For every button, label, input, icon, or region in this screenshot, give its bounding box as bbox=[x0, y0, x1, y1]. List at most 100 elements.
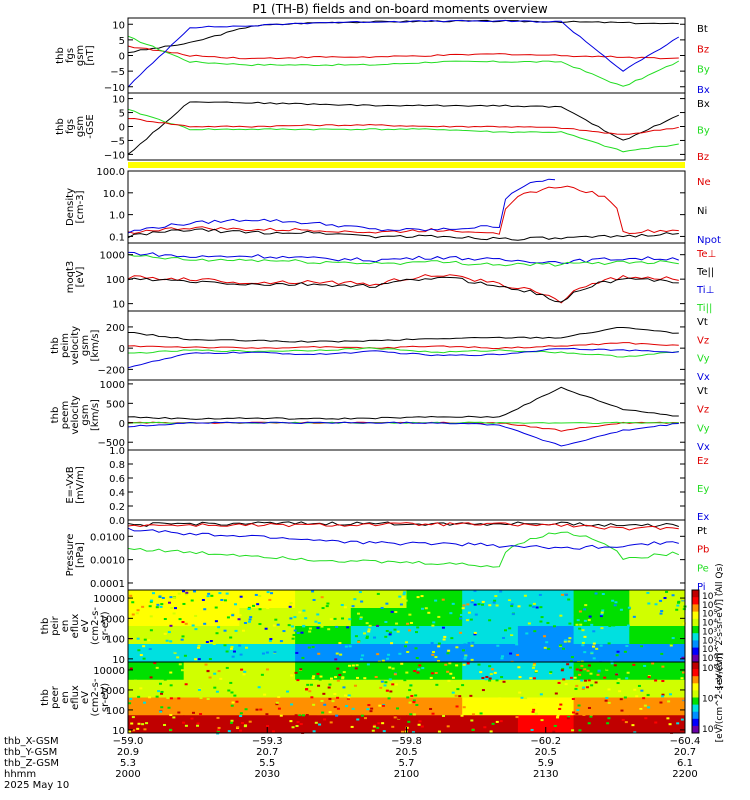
heatmap-speckle bbox=[157, 690, 161, 693]
heatmap-speckle bbox=[184, 593, 188, 596]
heatmap-cell bbox=[295, 679, 352, 698]
heatmap-speckle bbox=[289, 617, 293, 620]
heatmap-speckle bbox=[329, 618, 333, 621]
heatmap-speckle bbox=[485, 675, 489, 678]
heatmap-speckle bbox=[380, 606, 384, 609]
heatmap-speckle bbox=[573, 676, 577, 679]
heatmap-speckle bbox=[502, 680, 506, 683]
heatmap-speckle bbox=[682, 671, 686, 674]
heatmap-speckle bbox=[474, 613, 478, 616]
colorbar-tick-label: 10⁰ bbox=[702, 654, 717, 664]
y-axis-label: (cm2-s- bbox=[90, 678, 101, 716]
heatmap-speckle bbox=[462, 663, 466, 666]
colorbar-swatch bbox=[692, 662, 699, 670]
heatmap-speckle bbox=[139, 654, 143, 657]
heatmap-speckle bbox=[471, 713, 475, 716]
heatmap-speckle bbox=[647, 676, 651, 679]
heatmap-speckle bbox=[468, 594, 472, 597]
heatmap-speckle bbox=[532, 602, 536, 605]
heatmap-speckle bbox=[543, 663, 547, 666]
heatmap-speckle bbox=[539, 693, 543, 696]
y-axis-label: gsm bbox=[75, 45, 86, 66]
heatmap-speckle bbox=[515, 598, 519, 601]
heatmap-speckle bbox=[136, 727, 140, 730]
heatmap-cell bbox=[183, 662, 240, 681]
heatmap-speckle bbox=[681, 656, 685, 659]
heatmap-speckle bbox=[279, 714, 283, 717]
heatmap-speckle bbox=[365, 636, 369, 639]
heatmap-speckle bbox=[667, 700, 671, 703]
heatmap-speckle bbox=[176, 656, 180, 659]
heatmap-speckle bbox=[520, 696, 524, 699]
heatmap-speckle bbox=[289, 660, 293, 663]
heatmap-speckle bbox=[214, 606, 218, 609]
heatmap-speckle bbox=[312, 598, 316, 601]
heatmap-speckle bbox=[669, 644, 673, 647]
heatmap-speckle bbox=[260, 673, 264, 676]
heatmap-speckle bbox=[659, 701, 663, 704]
heatmap-speckle bbox=[632, 615, 636, 618]
heatmap-speckle bbox=[642, 697, 646, 700]
series-line-Te⊥ bbox=[127, 274, 679, 304]
heatmap-speckle bbox=[638, 709, 642, 712]
heatmap-speckle bbox=[344, 705, 348, 708]
x-row-value: −59.8 bbox=[391, 736, 422, 747]
heatmap-speckle bbox=[680, 677, 684, 680]
heatmap-speckle bbox=[391, 725, 395, 728]
colorbar-swatch bbox=[692, 697, 699, 706]
heatmap-speckle bbox=[579, 607, 583, 610]
heatmap-speckle bbox=[396, 630, 400, 633]
heatmap-speckle bbox=[384, 681, 388, 684]
heatmap-speckle bbox=[491, 722, 495, 725]
heatmap-cell bbox=[350, 679, 407, 698]
colorbar-tick-label: 10⁸ bbox=[702, 664, 717, 674]
heatmap-speckle bbox=[420, 607, 424, 610]
heatmap-speckle bbox=[619, 698, 623, 701]
heatmap-speckle bbox=[430, 642, 434, 645]
heatmap-speckle bbox=[355, 664, 359, 667]
heatmap-speckle bbox=[682, 608, 686, 611]
heatmap-speckle bbox=[214, 620, 218, 623]
heatmap-cell bbox=[573, 608, 630, 627]
heatmap-speckle bbox=[440, 603, 444, 606]
heatmap-speckle bbox=[470, 719, 474, 722]
heatmap-speckle bbox=[244, 708, 248, 711]
heatmap-speckle bbox=[431, 624, 435, 627]
colorbar-swatch bbox=[692, 618, 699, 627]
heatmap-speckle bbox=[470, 601, 474, 604]
heatmap-speckle bbox=[286, 690, 290, 693]
heatmap-speckle bbox=[606, 722, 610, 725]
colorbar-swatch bbox=[692, 711, 699, 720]
heatmap-cell bbox=[406, 697, 463, 716]
heatmap-speckle bbox=[432, 651, 436, 654]
heatmap-speckle bbox=[652, 685, 656, 688]
heatmap-speckle bbox=[568, 622, 572, 625]
heatmap-speckle bbox=[466, 662, 470, 665]
heatmap-speckle bbox=[531, 666, 535, 669]
heatmap-speckle bbox=[437, 660, 441, 663]
x-row-label: hhmm bbox=[4, 769, 36, 780]
heatmap-speckle bbox=[456, 688, 460, 691]
heatmap-speckle bbox=[302, 609, 306, 612]
x-row-value: −60.2 bbox=[530, 736, 561, 747]
heatmap-speckle bbox=[281, 679, 285, 682]
y-tick-label: 0 bbox=[119, 419, 125, 430]
y-tick-label: 10 bbox=[112, 655, 125, 666]
heatmap-speckle bbox=[230, 719, 234, 722]
heatmap-speckle bbox=[301, 656, 305, 659]
heatmap-speckle bbox=[501, 655, 505, 658]
x-row-value: 20.9 bbox=[117, 747, 139, 758]
heatmap-speckle bbox=[248, 720, 252, 723]
heatmap-speckle bbox=[333, 617, 337, 620]
heatmap-speckle bbox=[510, 632, 514, 635]
heatmap-speckle bbox=[660, 652, 664, 655]
heatmap-speckle bbox=[640, 689, 644, 692]
heatmap-speckle bbox=[279, 673, 283, 676]
y-axis-label: [cm-3] bbox=[75, 190, 86, 223]
heatmap-speckle bbox=[543, 646, 547, 649]
heatmap-speckle bbox=[408, 641, 412, 644]
heatmap-speckle bbox=[406, 696, 410, 699]
heatmap-speckle bbox=[574, 687, 578, 690]
heatmap-speckle bbox=[333, 693, 337, 696]
heatmap-speckle bbox=[660, 610, 664, 613]
